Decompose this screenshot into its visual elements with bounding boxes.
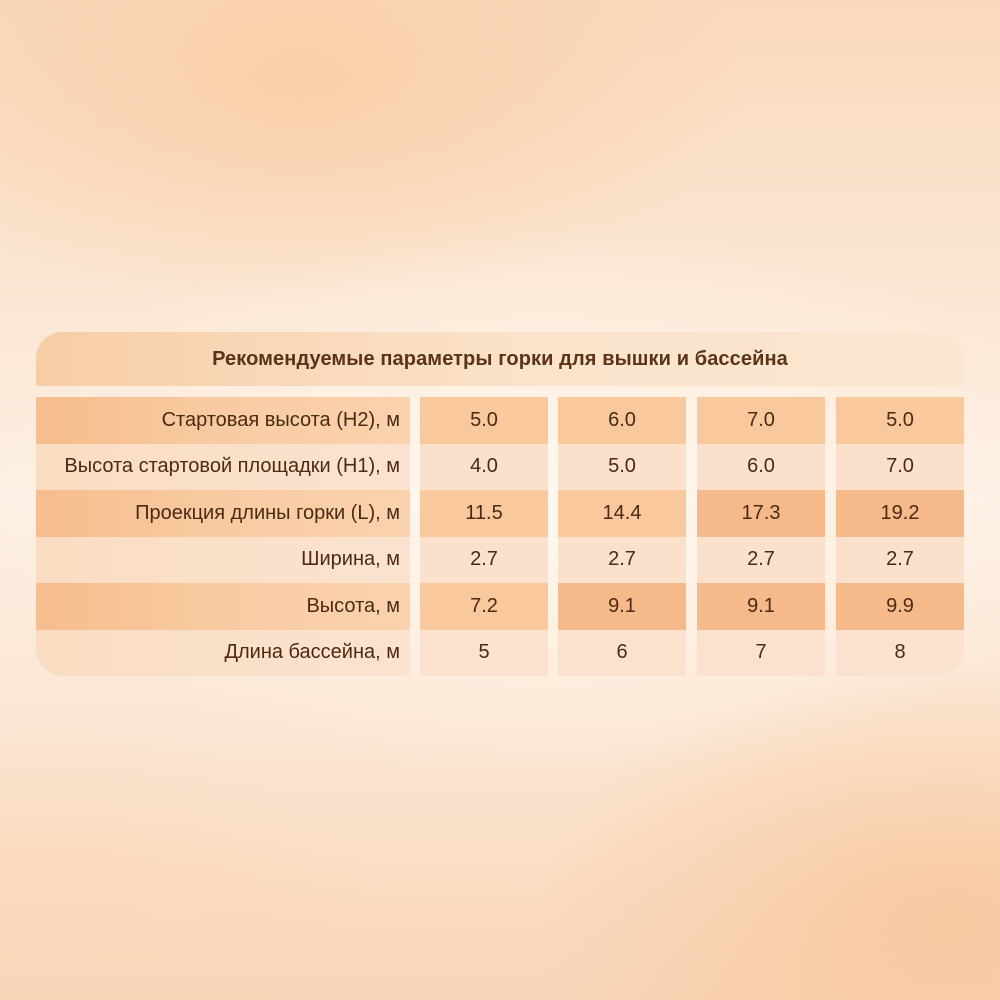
value-column-2: 6.0 5.0 14.4 2.7 9.1 6 xyxy=(558,397,686,676)
table-cell: 7.0 xyxy=(836,443,964,490)
row-label-width: Ширина, м xyxy=(36,536,410,583)
table-cell: 11.5 xyxy=(420,490,548,537)
table-cell: 2.7 xyxy=(558,536,686,583)
table-cell: 9.1 xyxy=(558,583,686,630)
table-cell: 9.9 xyxy=(836,583,964,630)
table-cell: 7.2 xyxy=(420,583,548,630)
table-cell: 8 xyxy=(836,629,964,676)
table-cell: 14.4 xyxy=(558,490,686,537)
table-cell: 4.0 xyxy=(420,443,548,490)
table-cell: 2.7 xyxy=(836,536,964,583)
table-cell: 7 xyxy=(697,629,825,676)
table-cell: 5.0 xyxy=(420,397,548,444)
table-cell: 6.0 xyxy=(697,443,825,490)
row-label-pool-length: Длина бассейна, м xyxy=(36,629,410,676)
table-cell: 5.0 xyxy=(836,397,964,444)
table-cell: 2.7 xyxy=(420,536,548,583)
value-column-4: 5.0 7.0 19.2 2.7 9.9 8 xyxy=(836,397,964,676)
table-cell: 6.0 xyxy=(558,397,686,444)
table-cell: 7.0 xyxy=(697,397,825,444)
table-title-bar: Рекомендуемые параметры горки для вышки … xyxy=(36,332,964,386)
row-label-platform-height: Высота стартовой площадки (H1), м xyxy=(36,443,410,490)
table-cell: 5.0 xyxy=(558,443,686,490)
row-label-start-height: Стартовая высота (H2), м xyxy=(36,397,410,444)
table-cell: 2.7 xyxy=(697,536,825,583)
table-title: Рекомендуемые параметры горки для вышки … xyxy=(212,347,788,370)
parameter-label-column: Стартовая высота (H2), м Высота стартово… xyxy=(36,397,410,676)
table-cell: 17.3 xyxy=(697,490,825,537)
row-label-height: Высота, м xyxy=(36,583,410,630)
value-column-3: 7.0 6.0 17.3 2.7 9.1 7 xyxy=(697,397,825,676)
row-label-slide-length: Проекция длины горки (L), м xyxy=(36,490,410,537)
table-cell: 5 xyxy=(420,629,548,676)
table-cell: 6 xyxy=(558,629,686,676)
table-cell: 9.1 xyxy=(697,583,825,630)
table-cell: 19.2 xyxy=(836,490,964,537)
value-column-1: 5.0 4.0 11.5 2.7 7.2 5 xyxy=(420,397,548,676)
